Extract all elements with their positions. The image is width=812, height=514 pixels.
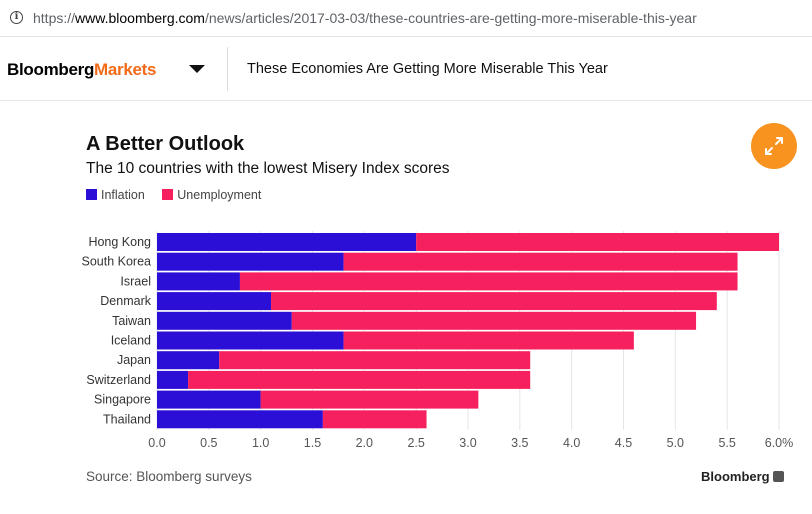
legend-swatch-unemployment bbox=[162, 189, 174, 200]
bar-inflation bbox=[157, 390, 261, 409]
bar-inflation bbox=[157, 351, 220, 370]
info-icon[interactable]: i bbox=[10, 11, 23, 24]
url-domain: www.bloomberg.com bbox=[75, 10, 205, 26]
x-tick-label: 3.0 bbox=[459, 436, 476, 450]
expand-button[interactable] bbox=[751, 123, 797, 169]
x-tick-label: 2.0 bbox=[356, 436, 373, 450]
site-header: BloombergMarkets These Economies Are Get… bbox=[0, 37, 812, 101]
x-tick-label: 4.0 bbox=[563, 436, 580, 450]
bar-unemployment bbox=[322, 410, 427, 429]
address-bar[interactable]: i https://www.bloomberg.com/news/article… bbox=[0, 0, 812, 37]
menu-caret-icon[interactable] bbox=[189, 65, 205, 73]
url-path: /news/articles/2017-03-03/these-countrie… bbox=[204, 10, 697, 26]
x-tick-label: 3.5 bbox=[511, 436, 528, 450]
y-category-label: Taiwan bbox=[112, 314, 151, 328]
url-scheme: https:// bbox=[33, 10, 76, 26]
bar-chart: 0.0 0.5 1.0 1.5 2.0 2.5 3.0 3.5 4.0 4.5 5.0 5.5 6.0%… bbox=[82, 231, 794, 450]
bar-unemployment bbox=[219, 351, 531, 370]
bloomberg-footer-logo: Bloomberg bbox=[701, 469, 784, 484]
bloomberg-mark-icon bbox=[772, 471, 784, 482]
x-tick-label: 1.5 bbox=[304, 436, 321, 450]
x-tick-label: 0.0 bbox=[148, 436, 165, 450]
y-category-label: Israel bbox=[120, 274, 151, 288]
x-tick-label: 5.5 bbox=[718, 436, 735, 450]
footer-brand: Bloomberg bbox=[701, 469, 770, 484]
legend-label-unemployment: Unemployment bbox=[177, 188, 262, 202]
y-category-label: Hong Kong bbox=[88, 235, 151, 249]
bar-unemployment bbox=[188, 370, 531, 389]
legend-item-unemployment: Unemployment bbox=[162, 188, 261, 202]
bar-inflation bbox=[157, 292, 272, 311]
bar-unemployment bbox=[343, 252, 738, 271]
legend-swatch-inflation bbox=[86, 189, 97, 200]
x-tick-label: 6.0% bbox=[765, 436, 794, 450]
chart-legend: Inflation Unemployment bbox=[86, 188, 275, 204]
bar-unemployment bbox=[416, 233, 779, 251]
legend-item-inflation: Inflation bbox=[86, 188, 145, 202]
bar-inflation bbox=[157, 331, 344, 350]
bar-inflation bbox=[157, 272, 240, 291]
x-tick-label: 2.5 bbox=[407, 436, 424, 450]
bar-inflation bbox=[157, 252, 344, 271]
article-title: These Economies Are Getting More Miserab… bbox=[247, 61, 608, 77]
bar-unemployment bbox=[291, 311, 697, 330]
bar-unemployment bbox=[239, 272, 738, 291]
chart-title: A Better Outlook bbox=[86, 133, 245, 155]
expand-icon bbox=[765, 137, 783, 155]
bar-inflation bbox=[157, 410, 323, 429]
bar-unemployment bbox=[260, 390, 479, 409]
y-category-label: Switzerland bbox=[86, 373, 151, 387]
y-category-label: Thailand bbox=[103, 412, 151, 426]
url-text[interactable]: https://www.bloomberg.com/news/articles/… bbox=[33, 10, 697, 26]
x-tick-label: 4.5 bbox=[615, 436, 632, 450]
logo-bloomberg: Bloomberg bbox=[7, 60, 95, 79]
bloomberg-markets-logo[interactable]: BloombergMarkets bbox=[7, 60, 157, 80]
y-category-label: Japan bbox=[117, 353, 151, 367]
source-note: Source: Bloomberg surveys bbox=[86, 469, 252, 484]
header-divider bbox=[227, 47, 228, 91]
bar-inflation bbox=[157, 370, 189, 389]
y-category-label: Iceland bbox=[111, 334, 151, 348]
chart-subtitle: The 10 countries with the lowest Misery … bbox=[86, 160, 450, 177]
y-category-label: Denmark bbox=[100, 294, 151, 308]
bar-unemployment bbox=[343, 331, 634, 350]
y-category-label: South Korea bbox=[82, 255, 152, 269]
bar-unemployment bbox=[271, 292, 717, 311]
x-tick-label: 5.0 bbox=[667, 436, 684, 450]
x-tick-label: 0.5 bbox=[200, 436, 217, 450]
y-category-label: Singapore bbox=[94, 393, 151, 407]
x-tick-label: 1.0 bbox=[252, 436, 269, 450]
logo-markets: Markets bbox=[94, 60, 157, 79]
bar-inflation bbox=[157, 233, 417, 251]
bar-inflation bbox=[157, 311, 292, 330]
legend-label-inflation: Inflation bbox=[101, 188, 145, 202]
